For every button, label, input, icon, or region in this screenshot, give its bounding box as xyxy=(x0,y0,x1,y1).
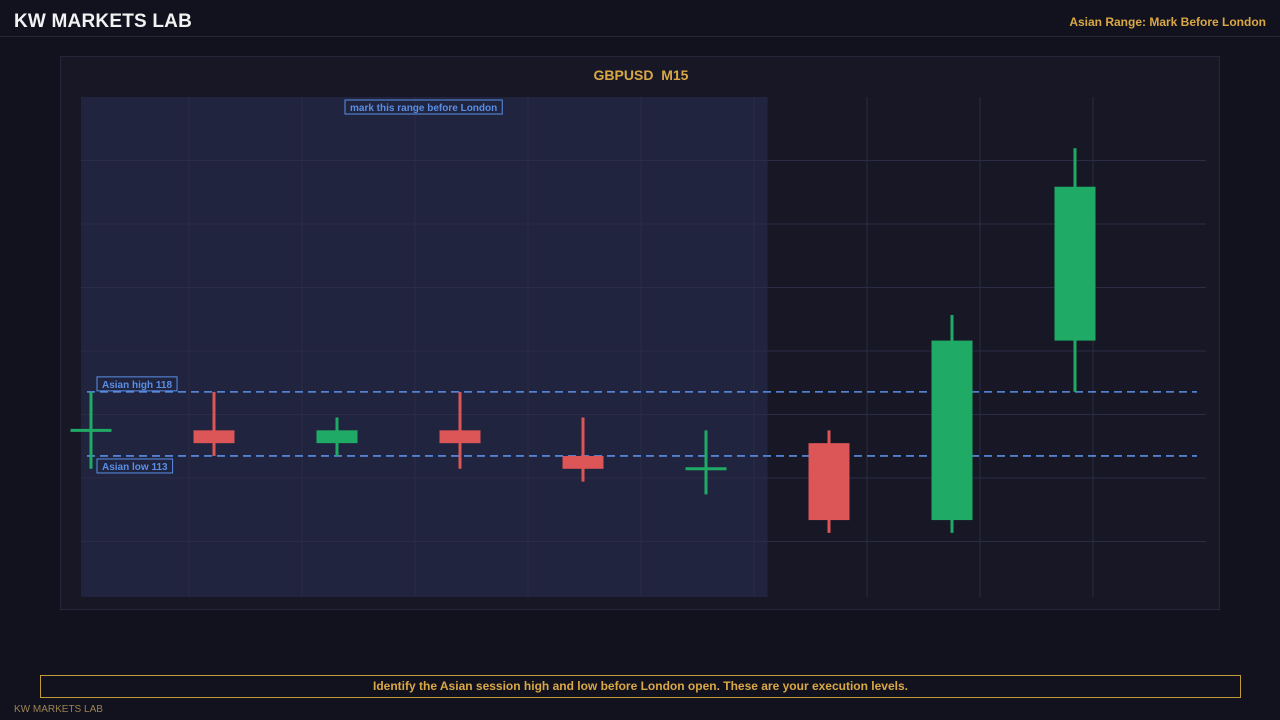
page-subtitle: Asian Range: Mark Before London xyxy=(1069,15,1266,29)
range-annotation-frame xyxy=(344,99,503,115)
level-labels: Asian high 118 Asian low 113 mark this ran… xyxy=(96,99,503,474)
candle-body xyxy=(316,430,358,444)
candlestick-chart: GBPUSD M15 Asian high 118 Asian low 113 ma… xyxy=(70,67,1206,597)
range-levels xyxy=(87,391,1197,457)
grid-lines xyxy=(81,97,1206,597)
candles xyxy=(70,148,1096,533)
asian-session-shade xyxy=(81,97,768,597)
brand-title: KW MARKETS LAB xyxy=(14,11,193,32)
asian-high-label-frame xyxy=(96,376,178,392)
candle-body xyxy=(808,443,850,521)
candle-body xyxy=(439,430,481,444)
footer-brand: KW MARKETS LAB xyxy=(14,704,103,715)
candle-body xyxy=(562,455,604,469)
top-bar: KW MARKETS LAB Asian Range: Mark Before … xyxy=(0,0,1280,37)
candle-body xyxy=(193,430,235,444)
chart-panel: GBPUSD M15 Asian high 118 Asian low 113 ma… xyxy=(60,56,1220,610)
asian-low-label-frame xyxy=(96,458,174,474)
range-annotation: mark this range before London xyxy=(350,103,497,114)
chart-title: GBPUSD M15 xyxy=(594,67,689,83)
asian-low-label: Asian low 113 xyxy=(102,462,168,473)
candle-body xyxy=(1054,186,1096,341)
instruction-banner: Identify the Asian session high and low … xyxy=(40,675,1241,698)
asian-high-label: Asian high 118 xyxy=(102,380,172,391)
candle-body xyxy=(931,340,973,521)
